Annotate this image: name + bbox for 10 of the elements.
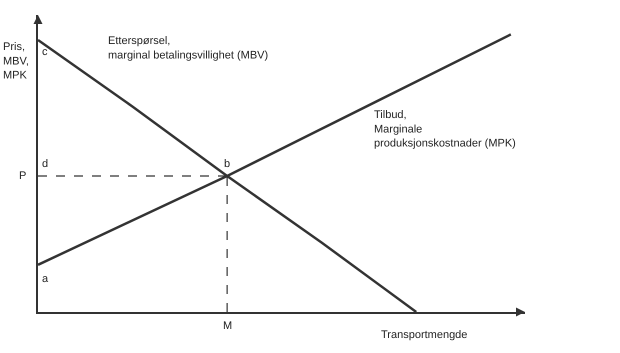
text: M	[223, 320, 232, 332]
annotation: a	[42, 273, 49, 285]
annotation: b	[224, 158, 230, 170]
series-label: Tilbud, Marginale produksjonskostnader (MPK)	[374, 109, 516, 150]
y-axis-title: Pris, MBV, MPK	[3, 41, 29, 82]
text: Etterspørsel, marginal betalingsvillighet (MBV)	[108, 35, 268, 62]
annotation: c	[42, 46, 48, 58]
annotation: d	[42, 158, 48, 170]
x-axis-title: Transportmengde	[381, 329, 468, 341]
ref-line-label: P	[19, 170, 26, 182]
